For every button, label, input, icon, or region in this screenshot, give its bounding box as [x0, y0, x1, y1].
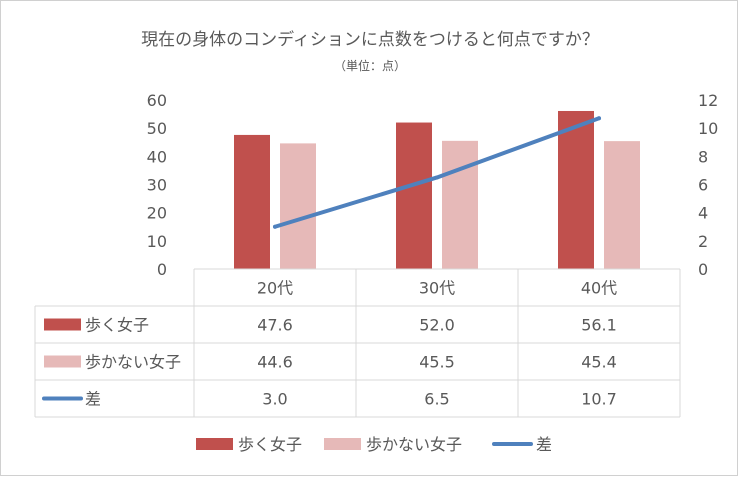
- table-value-0-2: 56.1: [581, 316, 617, 335]
- table-value-0-1: 52.0: [419, 316, 455, 335]
- y-left-tick-label: 30: [147, 176, 167, 195]
- legend-label-2: 差: [536, 435, 552, 454]
- table-category-1: 30代: [419, 279, 455, 298]
- table-series-name-1: 歩かない女子: [85, 353, 181, 372]
- y-right-tick-label: 6: [698, 176, 708, 195]
- y-right-tick-label: 0: [698, 260, 708, 279]
- y-right-tick-label: 8: [698, 147, 708, 166]
- y-left-tick-label: 60: [147, 91, 167, 110]
- table-key-swatch-0: [44, 318, 81, 331]
- y-right-tick-label: 2: [698, 232, 708, 251]
- bar-walking-2: [558, 110, 594, 269]
- line-point-0: [273, 224, 277, 229]
- table-category-2: 40代: [581, 279, 617, 298]
- legend-swatch-0: [196, 438, 233, 450]
- y-left-tick-label: 10: [147, 232, 167, 251]
- y-right-tick-label: 10: [698, 119, 718, 138]
- legend: 歩く女子 歩かない女子 差: [196, 435, 552, 454]
- bar-walking-0: [234, 134, 270, 269]
- table-value-2-0: 3.0: [262, 390, 287, 409]
- table-value-1-1: 45.5: [419, 353, 455, 372]
- legend-swatch-1: [324, 438, 361, 450]
- bar-non-walking-1: [442, 140, 478, 269]
- y-left-tick-label: 40: [147, 147, 167, 166]
- table-value-2-2: 10.7: [581, 390, 617, 409]
- line-difference: [273, 116, 601, 229]
- chart-subtitle: （単位：点）: [334, 58, 406, 73]
- bar-walking-1: [396, 122, 432, 270]
- legend-label-0: 歩く女子: [238, 435, 302, 454]
- y-left-tick-label: 50: [147, 119, 167, 138]
- table-value-1-2: 45.4: [581, 353, 617, 372]
- table-value-1-0: 44.6: [257, 353, 293, 372]
- line-point-2: [597, 116, 601, 121]
- y-left-tick-label: 20: [147, 204, 167, 223]
- y-left-tick-label: 0: [157, 260, 167, 279]
- legend-label-1: 歩かない女子: [366, 435, 462, 454]
- plot-area: 0 10 20 30 40 50 60 0 2 4 6 8 10 12: [147, 91, 719, 279]
- y-right-tick-label: 4: [698, 204, 708, 223]
- line-point-1: [435, 175, 439, 180]
- table-series-name-2: 差: [85, 390, 101, 409]
- bar-non-walking-0: [280, 143, 316, 269]
- y-right-tick-label: 12: [698, 91, 718, 110]
- table-series-name-0: 歩く女子: [85, 316, 149, 335]
- table-value-0-0: 47.6: [257, 316, 293, 335]
- table-key-swatch-1: [44, 355, 81, 368]
- table-category-0: 20代: [257, 279, 293, 298]
- chart-title: 現在の身体のコンディションに点数をつけると何点ですか？: [141, 29, 599, 50]
- table-value-2-1: 6.5: [424, 390, 449, 409]
- bar-non-walking-2: [604, 141, 640, 269]
